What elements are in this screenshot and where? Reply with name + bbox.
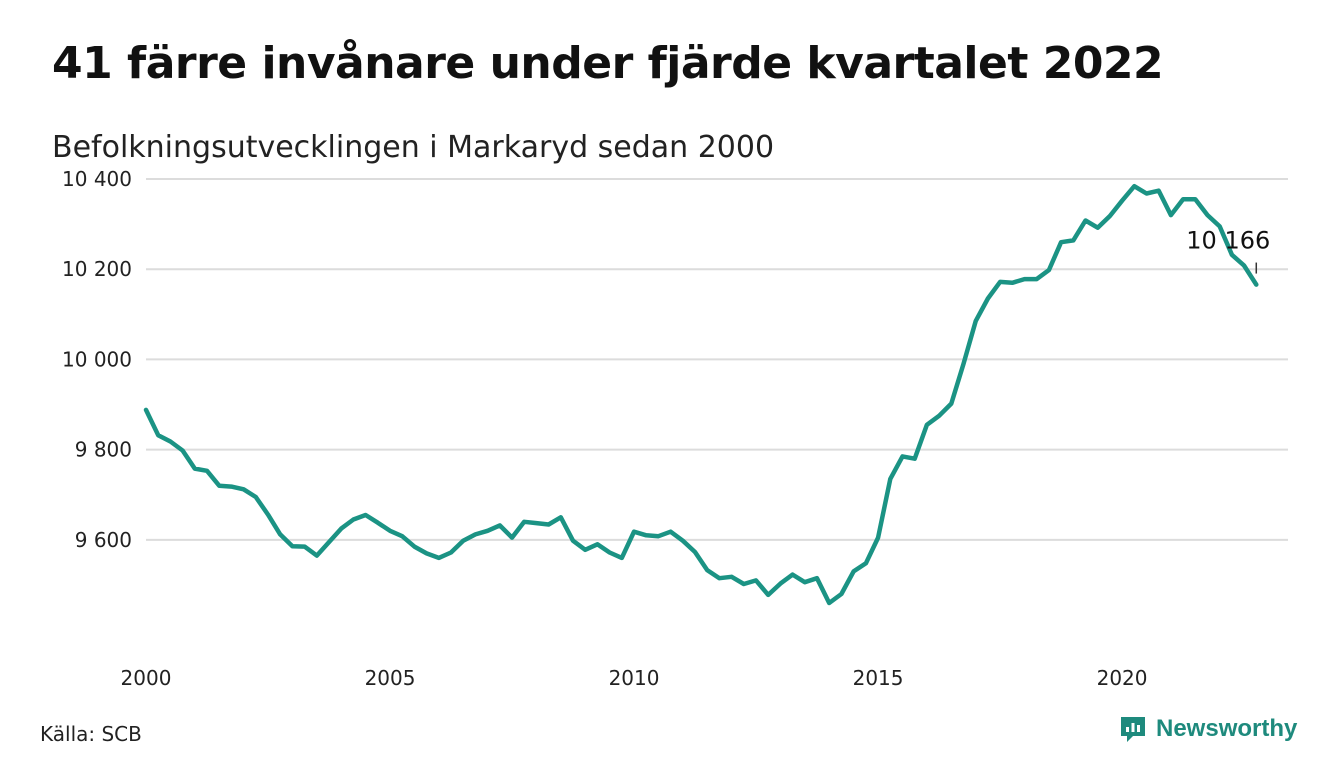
y-tick-label: 10 200: [62, 257, 132, 281]
x-tick-label: 2005: [365, 666, 416, 690]
y-tick-label: 9 600: [75, 528, 132, 552]
x-tick-label: 2010: [609, 666, 660, 690]
x-tick-label: 2020: [1097, 666, 1148, 690]
x-tick-label: 2015: [853, 666, 904, 690]
x-tick-label: 2000: [121, 666, 172, 690]
brand-logo[interactable]: Newsworthy: [1118, 714, 1297, 744]
y-axis-ticks: 9 600 9 800 10 000 10 200 10 400: [62, 167, 132, 552]
y-tick-label: 10 000: [62, 347, 132, 371]
grid-lines: [146, 178, 1288, 541]
chart-title: 41 färre invånare under fjärde kvartalet…: [52, 38, 1164, 89]
population-line: [143, 183, 1259, 606]
x-axis-ticks: 2000 2005 2010 2015 2020: [121, 666, 1148, 690]
last-value-annotation: 10 166: [1186, 227, 1270, 255]
chart-subtitle: Befolkningsutvecklingen i Markaryd sedan…: [52, 130, 775, 165]
y-tick-label: 10 400: [62, 167, 132, 191]
source-label: Källa: SCB: [40, 722, 142, 746]
newsworthy-logo-icon: [1121, 717, 1145, 742]
brand-name: Newsworthy: [1156, 715, 1298, 742]
y-tick-label: 9 800: [75, 438, 132, 462]
